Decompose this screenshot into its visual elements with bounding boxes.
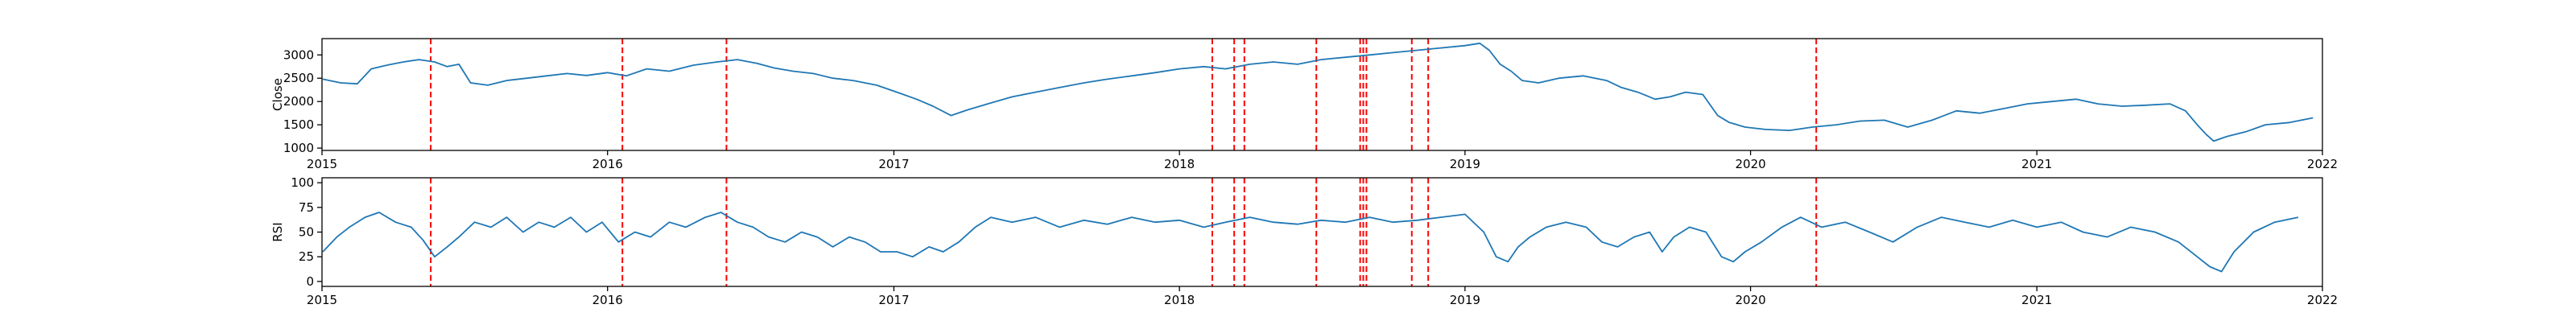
close-x-tick-label-7: 2022	[2307, 157, 2338, 171]
rsi-x-tick-label-2: 2017	[878, 293, 909, 307]
close-x-tick-label-6: 2021	[2021, 157, 2052, 171]
rsi-y-tick-label-1: 25	[299, 249, 314, 264]
close-x-tick-label-3: 2018	[1164, 157, 1195, 171]
close-x-tick-label-0: 2015	[307, 157, 337, 171]
close-x-tick-label-2: 2017	[878, 157, 909, 171]
close-x-tick-label-4: 2019	[1450, 157, 1480, 171]
close-y-tick-label-1: 1500	[283, 117, 314, 132]
rsi-x-tick-label-1: 2016	[592, 293, 623, 307]
close-x-tick-label-5: 2020	[1735, 157, 1765, 171]
close-y-tick-label-0: 1000	[283, 141, 314, 155]
close-x-tick-label-1: 2016	[592, 157, 623, 171]
rsi-y-tick-label-3: 75	[299, 200, 314, 215]
close-axes-frame	[321, 38, 2323, 151]
rsi-y-tick-label-0: 0	[306, 274, 314, 289]
rsi-y-tick-label-4: 100	[291, 175, 314, 190]
close-series-line-0	[322, 42, 2314, 142]
rsi-series-line-0	[322, 212, 2299, 273]
rsi-x-tick-label-4: 2019	[1450, 293, 1480, 307]
rsi-y-axis-label: RSI	[270, 222, 285, 241]
rsi-y-tick-label-2: 50	[299, 225, 314, 240]
close-y-tick-label-2: 2000	[283, 94, 314, 109]
rsi-x-tick-label-0: 2015	[307, 293, 337, 307]
close-y-tick-label-3: 2500	[283, 71, 314, 85]
rsi-x-tick-label-5: 2020	[1735, 293, 1765, 307]
close-y-axis-label: Close	[270, 78, 285, 111]
rsi-x-tick-label-6: 2021	[2021, 293, 2052, 307]
rsi-x-tick-label-3: 2018	[1164, 293, 1195, 307]
rsi-x-tick-label-7: 2022	[2307, 293, 2338, 307]
close-y-tick-label-4: 3000	[283, 47, 314, 62]
